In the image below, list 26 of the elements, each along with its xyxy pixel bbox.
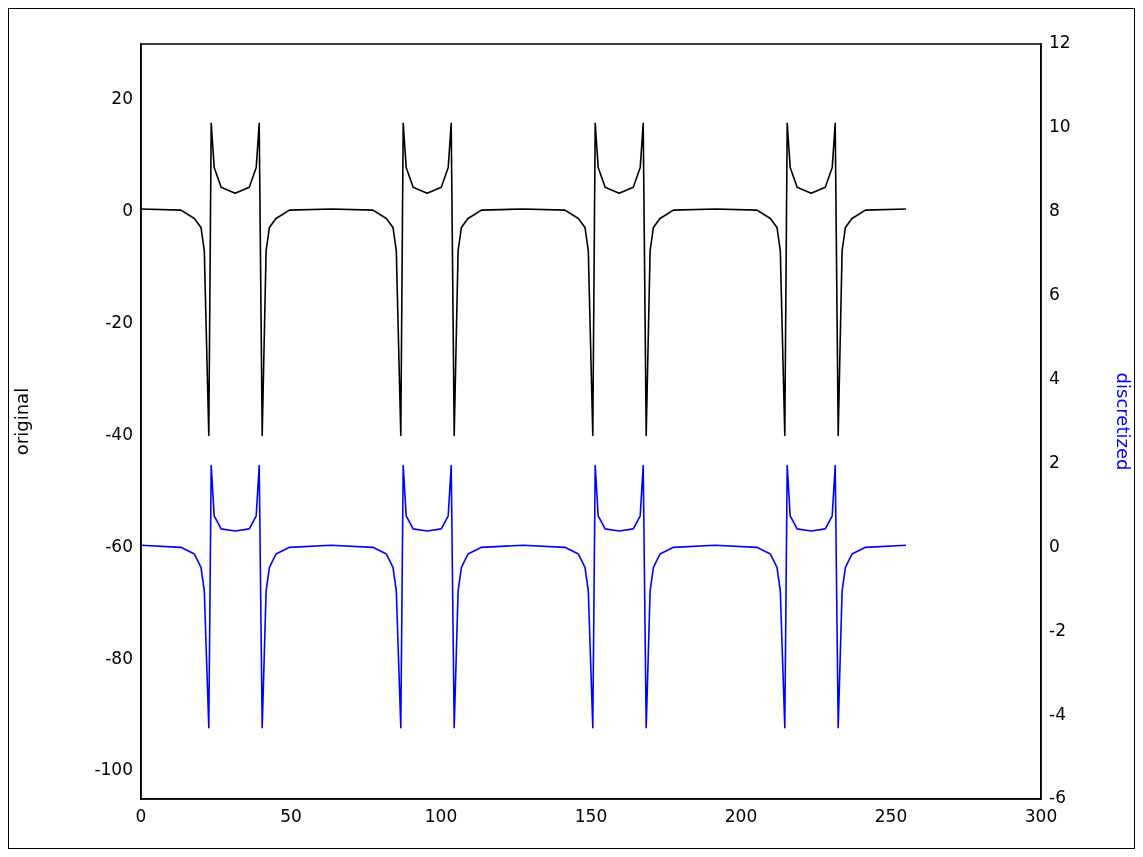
- y-tick-label: 0: [122, 200, 133, 221]
- y2-tick-label: -2: [1049, 619, 1066, 640]
- y2-tick-label: 0: [1049, 535, 1060, 556]
- y-tick-label: -40: [105, 423, 133, 444]
- y2-tick-label: 6: [1049, 284, 1060, 305]
- y-tick-label: 20: [111, 88, 133, 109]
- y2-tick-label: -6: [1049, 787, 1066, 808]
- y2-tick-label: 12: [1049, 32, 1071, 53]
- y2-tick-label: 4: [1049, 367, 1060, 388]
- x-tick-label: 300: [1024, 805, 1058, 826]
- x-tick-label: 250: [874, 805, 908, 826]
- y-tick-label: -80: [105, 647, 133, 668]
- x-tick-label: 100: [424, 805, 458, 826]
- y-axis-title: original: [11, 387, 33, 456]
- y-tick-label: -20: [105, 312, 133, 333]
- x-tick-label: 200: [724, 805, 758, 826]
- x-tick-label: 50: [280, 805, 302, 826]
- y-tick-label: -100: [94, 759, 133, 780]
- y2-tick-label: -4: [1049, 703, 1066, 724]
- y-tick-label: -60: [105, 535, 133, 556]
- x-tick-label: 150: [574, 805, 608, 826]
- x-tick-label: 0: [135, 805, 147, 826]
- y2-tick-label: 2: [1049, 451, 1060, 472]
- y2-tick-label: 8: [1049, 200, 1060, 221]
- y2-axis-title: discretized: [1112, 372, 1134, 471]
- y2-tick-label: 10: [1049, 116, 1071, 137]
